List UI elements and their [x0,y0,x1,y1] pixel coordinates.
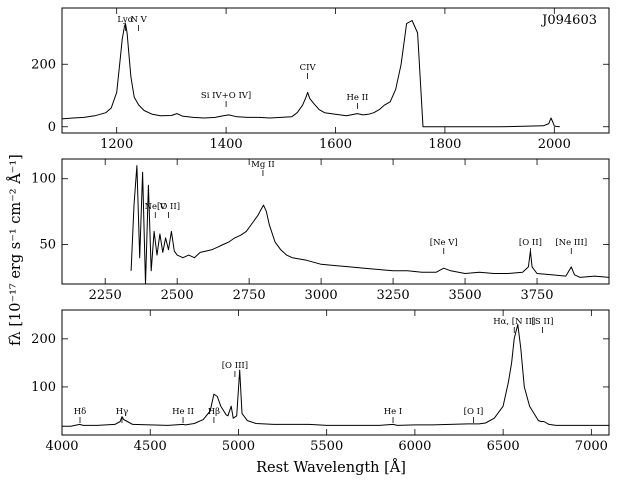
emission-line-label: [O III] [222,361,248,371]
object-name: J094603 [540,13,597,28]
emission-line-label: He II [172,407,194,417]
x-tick-label: 6500 [487,439,520,454]
x-tick-label: 1200 [100,137,133,152]
axes-frame [61,309,610,436]
spectrum-line [130,165,609,284]
emission-line-label: Hγ [116,407,129,417]
x-tick-label: 4500 [134,439,167,454]
emission-line-label: Lyα [117,15,133,25]
emission-line-label: Hα, [N II] [493,317,535,327]
emission-line-label: Mg II [251,160,275,170]
x-tick-label: 2250 [89,288,122,303]
emission-line-label: He II [346,93,368,103]
emission-line-label: [Ne V] [430,238,458,248]
x-tick-label: 2000 [538,137,571,152]
y-tick-label: 100 [31,172,56,187]
y-tick-label: 200 [31,332,56,347]
x-tick-label: 3000 [305,288,338,303]
emission-line-label: Ne V [145,202,167,212]
emission-line-label: [Ne III] [555,238,587,248]
x-tick-label: 1600 [319,137,352,152]
x-tick-label: 1400 [210,137,243,152]
x-tick-label: 7000 [575,439,608,454]
emission-line-label: He I [384,407,403,417]
x-axis-title: Rest Wavelength [Å] [256,458,406,476]
emission-line-label: [S II] [532,317,554,327]
emission-line-label: CIV [300,63,317,73]
axes-frame [61,158,610,285]
x-tick-label: 3500 [449,288,482,303]
y-tick-label: 50 [39,238,56,253]
x-tick-label: 6000 [398,439,431,454]
y-axis-title: fλ [10⁻¹⁷ erg s⁻¹ cm⁻² Å⁻¹] [6,154,24,346]
emission-line-label: Hβ [208,407,220,417]
x-tick-label: 5000 [222,439,255,454]
emission-line-label: [O I] [464,407,484,417]
x-tick-label: 4000 [45,439,78,454]
emission-line-label: [O II] [157,202,180,212]
emission-line-label: N V [130,15,147,25]
x-tick-label: 2750 [233,288,266,303]
y-tick-label: 200 [31,57,56,72]
x-tick-label: 5500 [310,439,343,454]
x-tick-label: 1800 [428,137,461,152]
spectrum-line [62,20,560,128]
y-tick-label: 0 [48,120,56,135]
emission-line-label: Hδ [74,407,87,417]
x-tick-label: 3250 [377,288,410,303]
emission-line-label: Si IV+O IV] [201,91,251,101]
emission-line-label: [O II] [519,238,542,248]
spectrum-panel: 4000 4500 5000 5500 6000 6500 7000 100 200 Hδ Hγ He… [31,309,610,454]
y-tick-label: 100 [31,380,56,395]
x-tick-label: 3750 [520,288,553,303]
x-tick-label: 2500 [161,288,194,303]
spectrum-line [62,323,609,427]
